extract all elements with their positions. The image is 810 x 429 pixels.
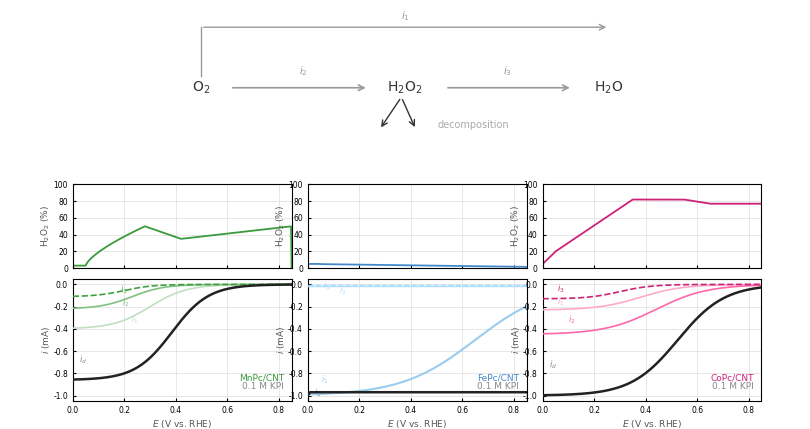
Text: $i_3$: $i_3$ <box>121 284 128 296</box>
Text: FePc/CNT: FePc/CNT <box>477 373 518 382</box>
Text: $i_2$: $i_2$ <box>122 296 130 309</box>
Text: $\mathrm{O_2}$: $\mathrm{O_2}$ <box>192 79 210 96</box>
X-axis label: $E$ (V vs. RHE): $E$ (V vs. RHE) <box>387 418 447 429</box>
Text: $i_d$: $i_d$ <box>549 359 557 371</box>
Text: $i_1$: $i_1$ <box>130 313 139 326</box>
X-axis label: $E$ (V vs. RHE): $E$ (V vs. RHE) <box>152 418 212 429</box>
Text: $i_d$: $i_d$ <box>79 353 87 366</box>
Text: $\mathrm{H_2O_2}$: $\mathrm{H_2O_2}$ <box>387 79 423 96</box>
Text: $i_3$: $i_3$ <box>502 64 512 78</box>
Text: CoPc/CNT: CoPc/CNT <box>710 373 753 382</box>
Text: $i_d$: $i_d$ <box>314 387 322 399</box>
Y-axis label: $i$ (mA): $i$ (mA) <box>275 326 287 354</box>
Y-axis label: $\mathrm{H_2O_2}$ (%): $\mathrm{H_2O_2}$ (%) <box>509 205 522 248</box>
Text: $i_2$: $i_2$ <box>339 284 346 297</box>
Text: $i_1$: $i_1$ <box>401 9 409 23</box>
Text: decomposition: decomposition <box>438 120 509 130</box>
Y-axis label: $\mathrm{H_2O_2}$ (%): $\mathrm{H_2O_2}$ (%) <box>275 205 287 248</box>
Text: 0.1 M KPI: 0.1 M KPI <box>477 382 518 391</box>
Y-axis label: $\mathrm{H_2O_2}$ (%): $\mathrm{H_2O_2}$ (%) <box>40 205 52 248</box>
Text: 0.1 M KPI: 0.1 M KPI <box>712 382 753 391</box>
Text: $i_3$: $i_3$ <box>323 280 330 292</box>
Text: $i_2$: $i_2$ <box>569 313 576 326</box>
Text: $\mathrm{H_2O}$: $\mathrm{H_2O}$ <box>595 79 624 96</box>
Y-axis label: $i$ (mA): $i$ (mA) <box>509 326 522 354</box>
X-axis label: $E$ (V vs. RHE): $E$ (V vs. RHE) <box>622 418 682 429</box>
Text: $i_1$: $i_1$ <box>556 296 565 308</box>
Text: $i_3$: $i_3$ <box>556 283 565 295</box>
Text: $i_1$: $i_1$ <box>321 373 328 386</box>
Text: 0.1 M KPI: 0.1 M KPI <box>242 382 284 391</box>
Text: MnPc/CNT: MnPc/CNT <box>239 373 284 382</box>
Text: $i_2$: $i_2$ <box>299 64 307 78</box>
Y-axis label: $i$ (mA): $i$ (mA) <box>40 326 52 354</box>
